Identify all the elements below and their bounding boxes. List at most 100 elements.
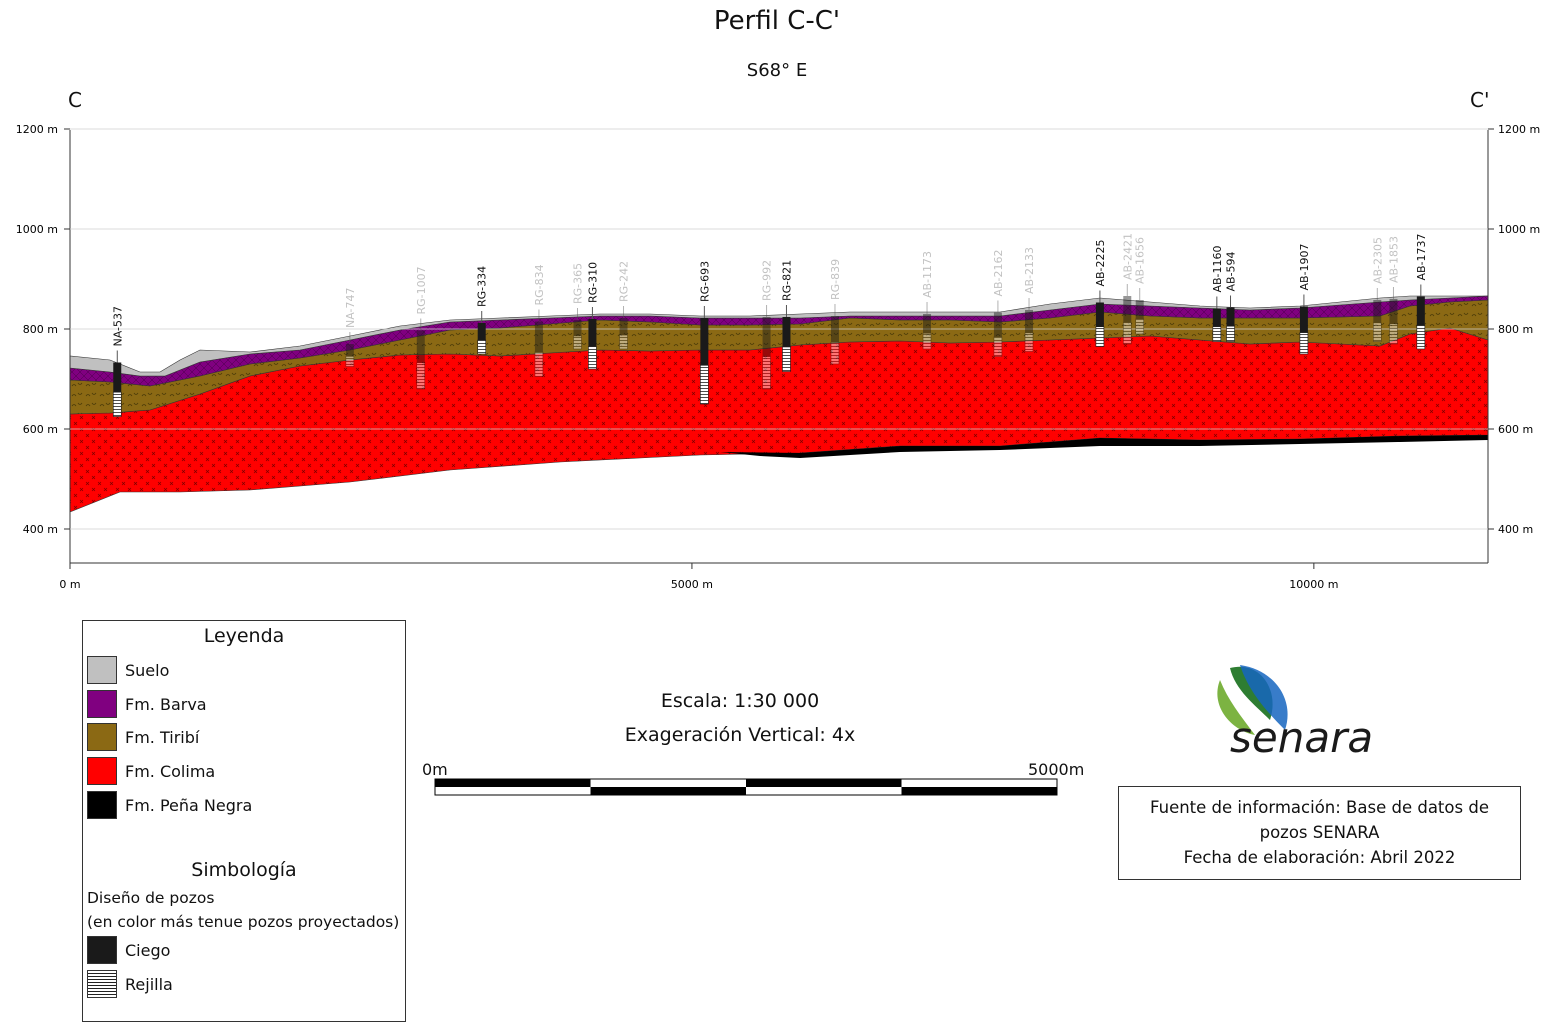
well-ab-2305: AB-2305	[1371, 237, 1384, 342]
well-screen	[782, 346, 791, 372]
well-screen	[922, 332, 932, 350]
right-end-label: C'	[1470, 88, 1490, 112]
well-label: RG-334	[476, 266, 489, 307]
well-label: AB-2421	[1121, 233, 1134, 280]
well-label: AB-1907	[1298, 243, 1311, 290]
x-tick-label: 10000 m	[1289, 578, 1338, 591]
well-ab-2133: AB-2133	[1023, 247, 1036, 352]
legend-panel: Leyenda Suelo Fm. Barva Fm. Tiribí Fm. C…	[82, 620, 406, 1022]
y-tick-label-left: 1200 m	[16, 123, 58, 136]
well-na-747: NA-747	[344, 288, 357, 367]
well-blind-casing	[416, 330, 425, 363]
well-blind-casing	[619, 318, 628, 336]
well-blind-casing	[782, 317, 791, 347]
senara-logo: senara	[1217, 665, 1373, 762]
well-rg-834: RG-834	[533, 264, 546, 377]
well-screen	[762, 356, 771, 390]
well-screen	[993, 336, 1003, 357]
legend-item-rejilla: Rejilla	[87, 969, 173, 999]
well-ab-1737: AB-1737	[1415, 233, 1428, 350]
left-end-label: C	[68, 88, 82, 112]
well-rg-242: RG-242	[618, 261, 631, 350]
vertical-exaggeration: Exageración Vertical: 4x	[624, 724, 856, 746]
y-tick-label-right: 1000 m	[1498, 223, 1540, 236]
well-label: NA-537	[111, 306, 124, 346]
legend-item-ciego: Ciego	[87, 935, 170, 965]
well-blind-casing	[1226, 307, 1235, 327]
symbology-title: Simbología	[191, 859, 297, 881]
well-blind-casing	[1123, 296, 1132, 323]
well-blind-casing	[1373, 300, 1382, 323]
well-blind-casing	[1095, 302, 1104, 327]
well-blind-casing	[573, 320, 582, 336]
well-label: RG-834	[533, 264, 546, 305]
well-ab-2162: AB-2162	[992, 249, 1005, 357]
well-label: RG-365	[571, 263, 584, 304]
well-label: RG-992	[761, 260, 774, 301]
scale-bar	[434, 778, 1058, 796]
well-ab-2421: AB-2421	[1121, 233, 1134, 345]
y-tick-label-left: 800 m	[23, 323, 58, 336]
well-ab-1173: AB-1173	[921, 251, 934, 350]
y-tick-label-left: 600 m	[23, 423, 58, 436]
well-blind-casing	[923, 314, 932, 334]
legend-label: Ciego	[125, 940, 171, 960]
well-design-note: Diseño de pozos	[87, 889, 215, 907]
well-screen	[588, 346, 597, 370]
x-tick-label: 5000 m	[671, 578, 713, 591]
well-blind-casing	[113, 362, 122, 393]
legend-swatch-rejilla	[87, 970, 117, 998]
well-screen	[1122, 322, 1132, 345]
well-label: AB-1737	[1415, 233, 1428, 280]
well-blind-casing	[1389, 299, 1398, 324]
source-line-1: Fuente de información: Base de datos de	[1150, 798, 1489, 817]
well-blind-casing	[477, 323, 486, 341]
legend-label: Suelo	[125, 660, 170, 680]
source-info-box: Fuente de información: Base de datos de …	[1118, 786, 1521, 880]
y-tick-label-right: 600 m	[1498, 423, 1533, 436]
projected-wells-note: (en color más tenue pozos proyectados)	[87, 913, 400, 931]
well-label: AB-2305	[1371, 237, 1384, 284]
layer-pena-negra	[720, 435, 1488, 458]
logo-text: senara	[1230, 713, 1373, 762]
well-screen	[1135, 318, 1145, 335]
well-rg-821: RG-821	[780, 260, 793, 372]
y-tick-label-left: 1000 m	[16, 223, 58, 236]
well-blind-casing	[345, 344, 354, 357]
legend-label: Fm. Colima	[125, 761, 216, 781]
well-ab-594: AB-594	[1225, 251, 1238, 342]
legend-swatch-colima	[87, 757, 117, 785]
well-ab-1853: AB-1853	[1387, 236, 1400, 345]
well-label: RG-693	[698, 261, 711, 302]
well-label: AB-2133	[1023, 247, 1036, 294]
y-tick-label-left: 400 m	[23, 523, 58, 536]
well-blind-casing	[1416, 296, 1425, 326]
legend-swatch-ciego	[87, 936, 117, 964]
well-screen	[1226, 325, 1235, 342]
source-line-2: pozos SENARA	[1259, 823, 1380, 842]
well-label: AB-1173	[921, 251, 934, 298]
legend-label: Fm. Barva	[125, 694, 207, 714]
well-rg-310: RG-310	[586, 262, 599, 370]
well-blind-casing	[534, 321, 543, 352]
well-blind-casing	[588, 319, 597, 347]
y-tick-label-right: 400 m	[1498, 523, 1533, 536]
well-screen	[1212, 326, 1222, 342]
well-label: NA-747	[344, 288, 357, 328]
well-blind-casing	[762, 317, 771, 357]
well-na-537: NA-537	[111, 306, 124, 417]
well-screen	[1095, 326, 1105, 347]
well-ab-1907: AB-1907	[1298, 243, 1311, 355]
well-blind-casing	[830, 316, 839, 343]
well-blind-casing	[1135, 300, 1144, 319]
well-rg-839: RG-839	[829, 259, 842, 365]
well-label: RG-821	[780, 260, 793, 301]
well-label: AB-2225	[1094, 239, 1107, 286]
well-ab-1656: AB-1656	[1134, 237, 1147, 335]
well-label: AB-1160	[1211, 245, 1224, 292]
well-screen	[619, 334, 628, 350]
elaboration-date: Fecha de elaboración: Abril 2022	[1183, 848, 1456, 867]
well-label: RG-242	[618, 261, 631, 302]
well-label: AB-2162	[992, 249, 1005, 296]
legend-swatch-suelo	[87, 656, 117, 684]
